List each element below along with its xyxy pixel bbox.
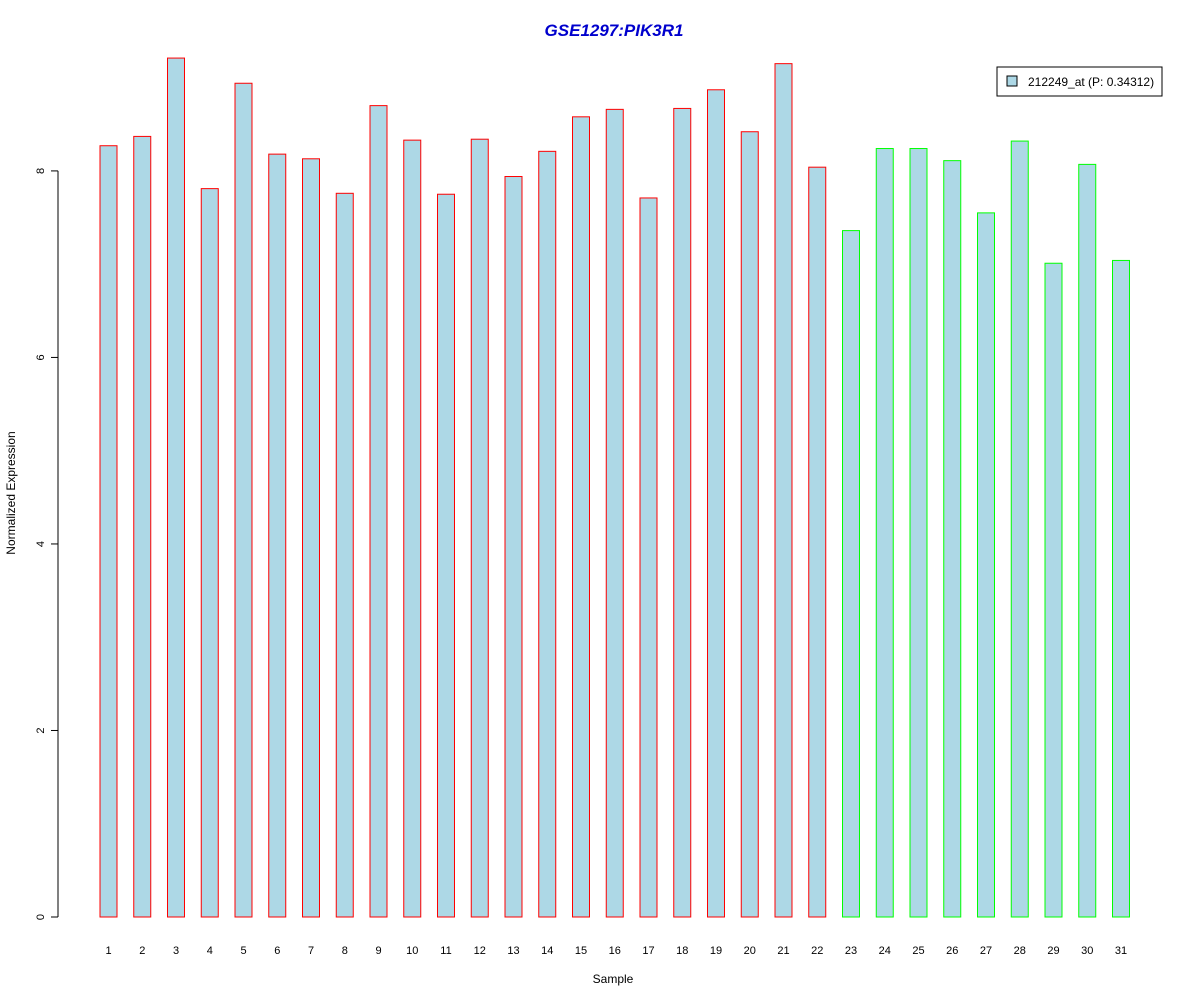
y-tick-label-8: 8	[35, 168, 47, 174]
x-axis-labels: 1 2 3 4 5 6 7 8 9 10 11 12 13 14 15 16 17 18 19 20 21 22 23 24 2…	[105, 945, 1127, 957]
bar-13	[504, 176, 523, 918]
x-tick-label-13: 13	[507, 945, 519, 957]
x-tick-label-17: 17	[642, 945, 654, 957]
bar-16	[605, 108, 624, 918]
legend: 212249_at (P: 0.34312)	[996, 66, 1163, 97]
legend-box	[996, 66, 1163, 97]
x-tick-label-25: 25	[912, 945, 924, 957]
x-tick-label-27: 27	[980, 945, 992, 957]
x-tick-label-20: 20	[744, 945, 756, 957]
bar-17	[639, 197, 658, 918]
bar-11	[437, 193, 455, 918]
bar-5	[234, 82, 253, 918]
x-tick-label-15: 15	[575, 945, 587, 957]
x-tick-label-14: 14	[541, 945, 553, 957]
bar-24	[875, 148, 894, 918]
x-tick-label-28: 28	[1014, 945, 1026, 957]
x-tick-label-6: 6	[274, 945, 280, 957]
bar-28	[1010, 140, 1029, 918]
x-tick-label-18: 18	[676, 945, 688, 957]
bar-6	[268, 153, 287, 918]
chart-title: GSE1297:PIK3R1	[545, 21, 684, 40]
bars-layer	[99, 57, 1130, 918]
bar-22	[808, 166, 827, 918]
x-tick-label-29: 29	[1047, 945, 1059, 957]
x-tick-label-9: 9	[375, 945, 381, 957]
bar-25	[909, 148, 928, 918]
bar-20	[740, 131, 759, 918]
x-tick-label-31: 31	[1115, 945, 1127, 957]
bar-3	[167, 57, 185, 918]
bar-8	[335, 192, 354, 918]
bar-31	[1112, 259, 1130, 918]
y-tick-label-0: 0	[35, 914, 47, 920]
y-tick-label-4: 4	[35, 541, 47, 547]
bar-15	[572, 116, 590, 918]
bar-1	[99, 145, 118, 918]
bar-9	[369, 105, 388, 918]
x-tick-label-26: 26	[946, 945, 958, 957]
bar-4	[200, 188, 219, 918]
bar-19	[707, 89, 725, 918]
bar-7	[302, 158, 320, 918]
bar-26	[943, 160, 962, 918]
bar-29	[1044, 262, 1063, 918]
x-tick-label-10: 10	[406, 945, 418, 957]
x-tick-label-16: 16	[609, 945, 621, 957]
bar-27	[977, 212, 995, 918]
x-tick-label-11: 11	[440, 945, 451, 957]
x-tick-label-24: 24	[879, 945, 891, 957]
bar-2	[133, 135, 152, 918]
y-axis-title: Normalized Expression	[4, 431, 18, 554]
y-tick-label-6: 6	[35, 354, 47, 360]
x-axis-title: Sample	[593, 972, 634, 986]
x-tick-label-21: 21	[777, 945, 789, 957]
legend-label: 212249_at (P: 0.34312)	[1028, 75, 1154, 89]
x-tick-label-1: 1	[105, 945, 111, 957]
x-tick-label-3: 3	[173, 945, 179, 957]
x-tick-label-8: 8	[342, 945, 348, 957]
bar-23	[842, 230, 860, 918]
x-tick-label-5: 5	[240, 945, 246, 957]
bar-10	[403, 139, 422, 918]
x-tick-label-30: 30	[1081, 945, 1093, 957]
bar-21	[774, 63, 793, 918]
x-tick-label-7: 7	[308, 945, 314, 957]
bar-30	[1078, 163, 1097, 918]
x-tick-label-19: 19	[710, 945, 722, 957]
bar-14	[538, 150, 557, 918]
legend-swatch	[1006, 75, 1018, 87]
y-axis: 0 2 4 6 8	[35, 168, 59, 920]
y-tick-label-2: 2	[35, 727, 47, 733]
x-tick-label-22: 22	[811, 945, 823, 957]
x-tick-label-4: 4	[207, 945, 213, 957]
x-tick-label-12: 12	[474, 945, 486, 957]
x-tick-label-23: 23	[845, 945, 857, 957]
bar-18	[673, 107, 692, 918]
bar-12	[470, 138, 489, 918]
x-tick-label-2: 2	[139, 945, 145, 957]
